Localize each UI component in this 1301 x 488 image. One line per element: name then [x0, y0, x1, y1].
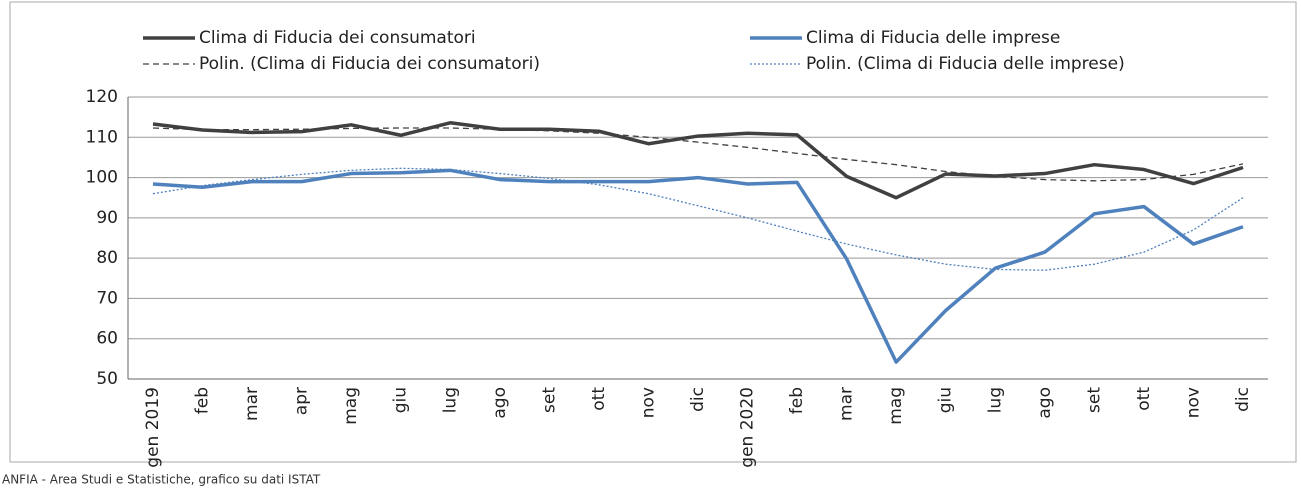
x-tick-label: feb: [787, 387, 807, 414]
y-tick-label: 50: [96, 369, 118, 389]
x-tick-label: set: [539, 387, 559, 413]
legend-label: Polin. (Clima di Fiducia delle imprese): [806, 54, 1125, 74]
legend-label: Clima di Fiducia dei consumatori: [199, 28, 476, 48]
y-tick-label: 100: [86, 168, 118, 188]
x-tick-label: nov: [1183, 387, 1203, 418]
y-tick-label: 90: [96, 208, 118, 228]
x-tick-label: feb: [193, 387, 213, 414]
x-tick-label: dic: [1233, 387, 1253, 412]
legend-label: Polin. (Clima di Fiducia dei consumatori…: [199, 54, 540, 74]
series-line: [152, 127, 1244, 182]
x-tick-label: mar: [242, 387, 262, 421]
x-tick-label: apr: [292, 387, 312, 415]
x-tick-label: nov: [638, 387, 658, 418]
x-tick-label: lug: [440, 387, 460, 413]
x-tick-label: ago: [1035, 387, 1055, 419]
series-line: [152, 121, 1244, 200]
x-tick-label: mag: [341, 387, 361, 425]
x-tick-label: ago: [490, 387, 510, 419]
x-tick-label: gen 2020: [738, 387, 758, 468]
series-line: [152, 167, 1244, 271]
x-tick-label: gen 2019: [143, 387, 163, 468]
y-tick-label: 60: [96, 329, 118, 349]
y-tick-label: 70: [96, 288, 118, 308]
x-tick-label: ott: [589, 387, 609, 411]
chart-frame: [9, 1, 1297, 463]
y-tick-label: 120: [86, 87, 118, 107]
x-tick-label: dic: [688, 387, 708, 412]
y-tick-label: 80: [96, 248, 118, 268]
x-tick-label: ott: [1134, 387, 1154, 411]
series-line: [152, 168, 1244, 364]
x-tick-label: mar: [837, 387, 857, 421]
x-tick-label: lug: [985, 387, 1005, 413]
legend-label: Clima di Fiducia delle imprese: [806, 28, 1060, 48]
x-tick-label: set: [1084, 387, 1104, 413]
y-tick-label: 110: [86, 127, 118, 147]
x-tick-label: giu: [391, 387, 411, 413]
x-tick-label: giu: [936, 387, 956, 413]
x-tick-label: mag: [886, 387, 906, 425]
source: ANFIA - Area Studi e Statistiche, grafic…: [2, 473, 321, 487]
